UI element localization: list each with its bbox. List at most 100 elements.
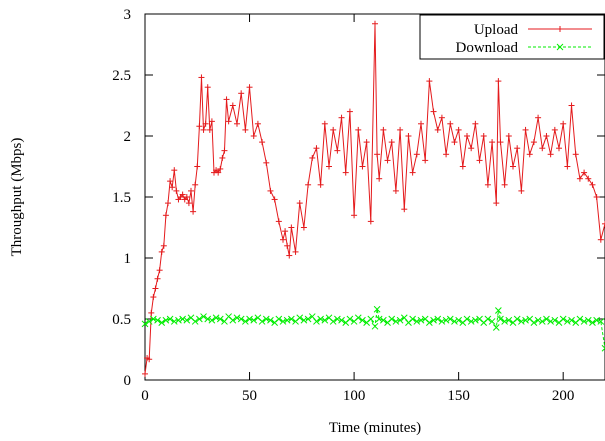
data-point: [367, 315, 375, 323]
data-point: [593, 194, 600, 200]
data-point: [158, 319, 166, 327]
data-point: [141, 320, 149, 328]
data-point: [585, 175, 592, 182]
data-point: [430, 316, 437, 324]
data-point: [300, 316, 308, 324]
data-point: [188, 187, 194, 194]
data-point: [476, 157, 483, 164]
data-point: [262, 315, 270, 323]
data-point: [597, 318, 605, 325]
data-point: [242, 126, 249, 133]
data-point: [208, 316, 216, 324]
data-point: [451, 139, 458, 146]
data-point: [418, 120, 424, 127]
data-point: [305, 181, 312, 188]
x-tick-label: 200: [552, 388, 575, 404]
data-point: [313, 145, 320, 152]
data-point: [455, 316, 462, 324]
data-point: [217, 165, 224, 172]
data-point: [152, 285, 159, 292]
data-point: [259, 139, 266, 146]
data-point: [204, 315, 212, 323]
data-point: [279, 318, 287, 325]
data-point: [284, 242, 291, 249]
data-point: [446, 315, 454, 323]
data-point: [216, 315, 224, 323]
data-point: [275, 218, 282, 225]
data-point: [367, 218, 374, 225]
data-point: [354, 314, 362, 322]
data-point: [601, 344, 605, 352]
data-point: [183, 316, 191, 324]
data-point: [543, 133, 550, 139]
data-point: [484, 181, 491, 188]
data-point: [198, 74, 205, 81]
data-point: [501, 181, 508, 188]
data-point: [513, 315, 521, 323]
data-point: [179, 191, 186, 198]
data-point: [380, 316, 387, 324]
data-point: [572, 151, 579, 158]
data-point: [568, 102, 575, 109]
legend: Upload Download: [419, 14, 605, 60]
data-point: [204, 84, 211, 91]
data-point: [492, 324, 500, 331]
data-point: [338, 316, 345, 324]
series-upload: [142, 20, 605, 377]
data-point: [304, 315, 312, 323]
data-point: [472, 316, 479, 324]
x-tick-label: 100: [343, 388, 366, 404]
data-point: [329, 318, 337, 325]
data-point: [576, 315, 584, 323]
legend-marker: [557, 26, 563, 32]
data-point: [495, 78, 502, 85]
data-point: [526, 151, 533, 158]
x-tick-label: 0: [141, 388, 149, 404]
axis-ticks: 0 50 100 150 200 0 0.5 1 1.5 2 2.5 3: [112, 7, 605, 404]
data-point: [602, 220, 605, 227]
y-axis-label: Throughput (Mbps): [9, 138, 25, 257]
data-point: [238, 90, 245, 97]
data-point: [334, 315, 341, 323]
data-point: [154, 275, 161, 282]
data-point: [169, 184, 176, 191]
data-point: [375, 315, 383, 323]
data-point: [200, 126, 207, 133]
data-point: [409, 169, 416, 176]
data-point: [396, 316, 404, 324]
data-point: [280, 236, 286, 243]
data-point: [351, 212, 358, 219]
data-point: [551, 126, 558, 133]
data-point: [464, 133, 470, 139]
data-point: [215, 169, 222, 176]
data-point: [495, 307, 502, 314]
data-point: [551, 316, 559, 324]
data-point: [145, 318, 153, 325]
data-point: [539, 145, 546, 152]
data-point: [373, 305, 381, 313]
data-point: [568, 316, 575, 324]
data-point: [334, 147, 341, 154]
data-point: [493, 200, 500, 207]
data-point: [167, 178, 174, 185]
legend-marker: [556, 43, 564, 51]
data-point: [321, 120, 328, 127]
data-point: [158, 248, 165, 255]
data-point: [254, 120, 261, 127]
data-point: [535, 114, 542, 121]
data-point: [292, 248, 299, 255]
data-point: [581, 169, 588, 176]
data-point: [330, 126, 337, 133]
data-point: [413, 318, 421, 325]
data-point: [392, 318, 400, 325]
y-tick-label: 2.5: [112, 68, 131, 84]
data-point: [202, 120, 209, 127]
data-point: [593, 316, 600, 324]
data-point: [346, 315, 354, 323]
data-point: [468, 145, 475, 152]
data-point: [212, 314, 220, 322]
x-tick-label: 150: [447, 388, 470, 404]
data-point: [246, 315, 253, 323]
data-point: [317, 315, 324, 323]
data-point: [175, 316, 182, 324]
